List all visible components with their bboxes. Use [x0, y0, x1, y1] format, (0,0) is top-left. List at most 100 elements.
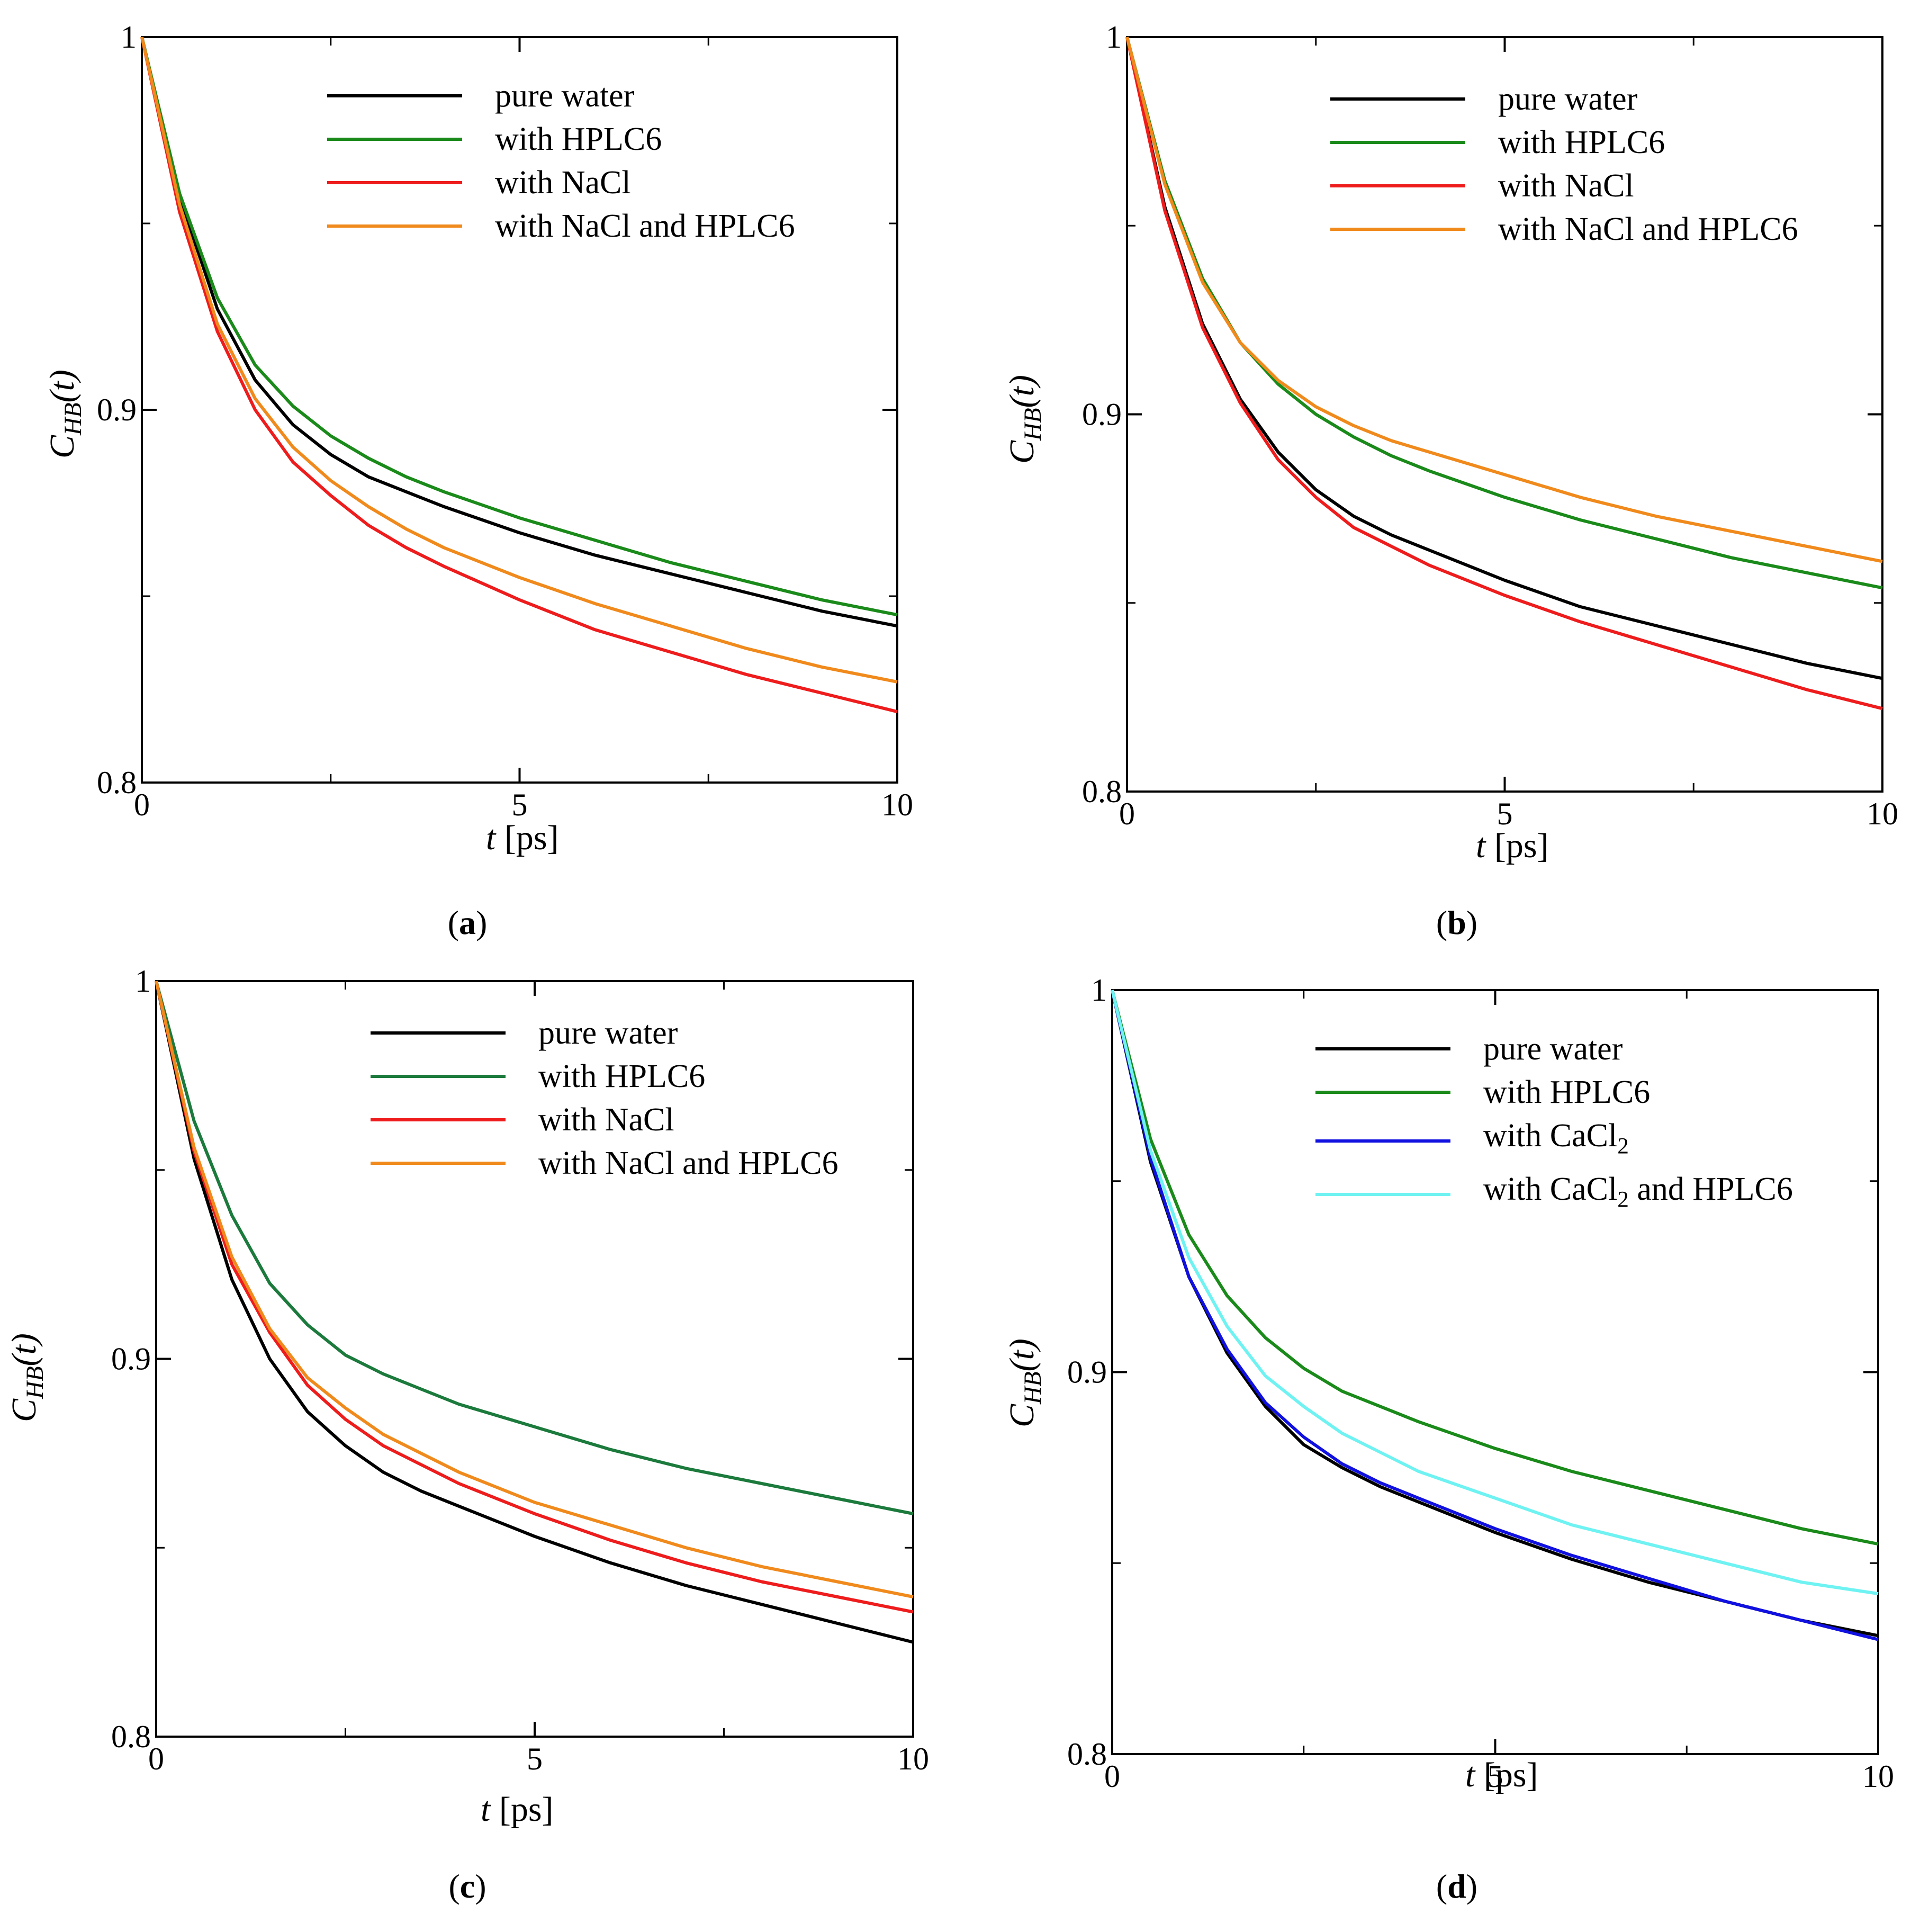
y-tick-label: 0.8 [111, 1719, 151, 1754]
legend-label: with NaCl [495, 165, 631, 201]
legend-label: with HPLC6 [495, 121, 662, 157]
series-line-1 [1125, 37, 1883, 680]
series-line-2 [155, 981, 914, 1515]
legend-swatch [371, 1118, 506, 1121]
x-axis-label-c: t [ps] [481, 1790, 554, 1829]
x-tick-label: 10 [1862, 1759, 1894, 1794]
series-line-3 [1125, 37, 1883, 711]
plot-area-b: 0 5 10 0.8 0.9 1 [1082, 20, 1898, 831]
legend-label: with NaCl and HPLC6 [1498, 211, 1798, 247]
legend-d: pure water with HPLC6 with CaCl2 with CaCl2… [1315, 1027, 1793, 1221]
x-tick-label: 10 [1867, 796, 1898, 831]
legend-swatch [327, 138, 462, 141]
legend-entry: pure water [1330, 77, 1798, 121]
x-tick-label: 5 [1488, 1759, 1503, 1794]
y-tick-label: 0.9 [111, 1342, 151, 1377]
chart-panel-c: 0 5 10 0.8 0.9 1 pure water with HPLC6 with NaC… [0, 964, 960, 1932]
y-tick-label: 0.9 [97, 392, 137, 427]
legend-entry: with CaCl2 [1315, 1114, 1793, 1167]
y-axis-label-a: CHB(t) [42, 370, 87, 459]
legend-swatch [1330, 141, 1465, 144]
chart-panel-d: 0 5 10 0.8 0.9 1 pure water with HPLC6 with CaC… [960, 964, 1920, 1932]
legend-label: pure water [538, 1015, 678, 1051]
legend-swatch [371, 1162, 506, 1165]
plot-area-a: 0 5 10 0.8 0.9 1 [97, 20, 913, 822]
x-tick-label: 10 [881, 787, 913, 822]
x-tick-label: 0 [134, 787, 150, 822]
x-tick-label: 0 [148, 1741, 164, 1776]
series-line-1 [140, 37, 898, 628]
y-tick-label: 0.8 [1082, 774, 1122, 809]
plot-area-d: 0 5 10 0.8 0.9 1 [1067, 973, 1894, 1794]
series-line-1 [155, 981, 914, 1644]
legend-label: with HPLC6 [1498, 124, 1665, 160]
legend-entry: with HPLC6 [327, 118, 795, 161]
legend-label: with CaCl2 and HPLC6 [1483, 1171, 1793, 1212]
series-line-4 [1125, 37, 1883, 563]
legend-swatch [1330, 97, 1465, 101]
legend-label: with HPLC6 [1483, 1074, 1651, 1110]
legend-label: with CaCl2 [1483, 1118, 1629, 1159]
legend-swatch [327, 181, 462, 184]
x-tick-label: 0 [1119, 796, 1135, 831]
legend-entry: with NaCl and HPLC6 [327, 204, 795, 248]
legend-swatch [1315, 1091, 1450, 1094]
series-line-4 [1111, 990, 1879, 1595]
legend-entry: with HPLC6 [1330, 121, 1798, 164]
panel-label-c: (c) [448, 1867, 486, 1905]
legend-swatch [1330, 184, 1465, 187]
series-line-2 [140, 37, 898, 617]
y-tick-label: 1 [1106, 20, 1122, 55]
legend-label: with NaCl [538, 1102, 674, 1138]
y-tick-label: 1 [121, 20, 137, 55]
series-line-2 [1111, 990, 1879, 1546]
legend-swatch [371, 1075, 506, 1078]
y-tick-label: 1 [1091, 973, 1107, 1008]
x-axis-label-b: t [ps] [1476, 826, 1549, 865]
y-tick-label: 0.9 [1067, 1355, 1107, 1390]
legend-label: with NaCl and HPLC6 [495, 208, 795, 244]
legend-swatch [1330, 228, 1465, 231]
x-tick-label: 5 [527, 1741, 543, 1776]
legend-label: with NaCl and HPLC6 [538, 1145, 839, 1181]
legend-entry: with HPLC6 [371, 1055, 839, 1098]
plot-area-c: 0 5 10 0.8 0.9 1 [111, 964, 929, 1776]
legend-label: with HPLC6 [538, 1058, 706, 1094]
chart-panel-b: 0 5 10 0.8 0.9 1 pure water with HPLC6 with NaC… [960, 0, 1920, 964]
y-tick-label: 0.8 [97, 765, 137, 800]
x-tick-label: 5 [512, 787, 528, 822]
legend-c: pure water with HPLC6 with NaCl with NaCl a… [371, 1011, 839, 1185]
legend-entry: with HPLC6 [1315, 1071, 1793, 1114]
legend-swatch [371, 1031, 506, 1035]
y-tick-label: 1 [135, 964, 151, 999]
legend-label: pure water [1498, 81, 1638, 117]
y-tick-label: 0.8 [1067, 1737, 1107, 1772]
panel-label-a: (a) [447, 904, 488, 941]
x-tick-label: 0 [1104, 1759, 1120, 1794]
legend-swatch [327, 94, 462, 97]
series-line-3 [1111, 990, 1879, 1641]
series-line-4 [155, 981, 914, 1598]
x-axis-label-d: t [ps] [1465, 1756, 1538, 1794]
legend-entry: pure water [371, 1011, 839, 1055]
legend-b: pure water with HPLC6 with NaCl with NaCl a… [1330, 77, 1798, 251]
x-tick-label: 5 [1497, 796, 1513, 831]
x-tick-label: 10 [897, 1741, 929, 1776]
legend-a: pure water with HPLC6 with NaCl with NaCl a… [327, 74, 795, 248]
legend-swatch [327, 224, 462, 228]
legend-label: pure water [1483, 1031, 1623, 1067]
x-axis-label-a: t [ps] [486, 819, 559, 857]
legend-label: with NaCl [1498, 168, 1634, 204]
y-axis-label-d: CHB(t) [1002, 1338, 1047, 1428]
chart-panel-a: 0 5 10 0.8 0.9 1 pure water with HPLC6 with NaC… [0, 0, 960, 964]
legend-entry: pure water [327, 74, 795, 118]
panel-label-d: (d) [1436, 1867, 1478, 1905]
legend-entry: with NaCl and HPLC6 [1330, 208, 1798, 251]
legend-entry: with NaCl [371, 1098, 839, 1142]
series-line-4 [140, 37, 898, 684]
legend-swatch [1315, 1139, 1450, 1143]
legend-entry: with CaCl2 and HPLC6 [1315, 1167, 1793, 1221]
legend-entry: with NaCl and HPLC6 [371, 1142, 839, 1185]
legend-swatch [1315, 1047, 1450, 1050]
y-tick-label: 0.9 [1082, 397, 1122, 432]
